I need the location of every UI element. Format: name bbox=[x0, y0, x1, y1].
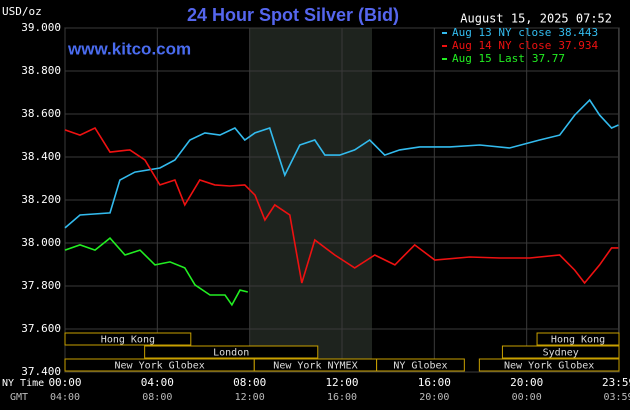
y-tick-label: 38.200 bbox=[21, 193, 61, 206]
x-tick-label: 20:00 bbox=[510, 376, 543, 389]
legend-value: 37.77 bbox=[532, 52, 565, 65]
y-tick-label: 37.400 bbox=[21, 365, 61, 378]
x2-tick-label: 03:59 bbox=[603, 392, 630, 403]
y-tick-label: 38.800 bbox=[21, 64, 61, 77]
legend-name: Aug 13 NY close bbox=[452, 26, 551, 39]
legend-label: Aug 15 Last 37.77 bbox=[452, 52, 565, 65]
timestamp: August 15, 2025 07:52 bbox=[460, 12, 612, 26]
y-tick-label: 39.000 bbox=[21, 21, 61, 34]
series-line bbox=[64, 237, 248, 307]
session-label: NY Globex bbox=[393, 361, 447, 372]
session-label: London bbox=[213, 348, 249, 359]
session-label: Hong Kong bbox=[101, 335, 155, 346]
x-tick-label: 00:00 bbox=[48, 376, 81, 389]
legend-swatch bbox=[442, 58, 447, 60]
legend-label: Aug 14 NY close 37.934 bbox=[452, 39, 598, 52]
x2-tick-label: 00:00 bbox=[512, 392, 542, 403]
session-bar bbox=[144, 345, 319, 359]
site-label: www.kitco.com bbox=[67, 39, 191, 58]
legend-value: 38.443 bbox=[558, 26, 598, 39]
x2-tick-label: 16:00 bbox=[327, 392, 357, 403]
legend-swatch bbox=[442, 45, 447, 47]
x2-axis-label: GMT bbox=[10, 392, 28, 403]
x2-tick-label: 04:00 bbox=[50, 392, 80, 403]
y-tick-label: 38.000 bbox=[21, 236, 61, 249]
session-label: New York NYMEX bbox=[273, 361, 357, 372]
y-tick-label: 37.800 bbox=[21, 279, 61, 292]
x-tick-label: 12:00 bbox=[325, 376, 358, 389]
legend-name: Aug 15 Last bbox=[452, 52, 525, 65]
x2-tick-label: 08:00 bbox=[142, 392, 172, 403]
x-tick-label: 16:00 bbox=[418, 376, 451, 389]
y-tick-label: 38.400 bbox=[21, 150, 61, 163]
series-line bbox=[64, 98, 619, 229]
x-tick-label: 04:00 bbox=[141, 376, 174, 389]
legend-swatch bbox=[442, 32, 447, 34]
session-bar bbox=[376, 358, 465, 372]
session-bar bbox=[536, 332, 620, 346]
session-label: New York Globex bbox=[504, 361, 594, 372]
y-tick-label: 38.600 bbox=[21, 107, 61, 120]
chart-title: 24 Hour Spot Silver (Bid) bbox=[187, 5, 399, 25]
legend-value: 37.934 bbox=[558, 39, 598, 52]
x-axis-label: NY Time bbox=[2, 378, 44, 389]
session-bar bbox=[478, 358, 620, 372]
session-label: New York Globex bbox=[114, 361, 204, 372]
session-bar bbox=[64, 332, 192, 346]
x2-tick-label: 20:00 bbox=[419, 392, 449, 403]
session-label: Hong Kong bbox=[551, 335, 605, 346]
x2-tick-label: 12:00 bbox=[235, 392, 265, 403]
session-bar bbox=[501, 345, 620, 359]
legend-label: Aug 13 NY close 38.443 bbox=[452, 26, 598, 39]
x-tick-label: 23:59 bbox=[602, 376, 630, 389]
x-tick-label: 08:00 bbox=[233, 376, 266, 389]
series-line bbox=[64, 126, 619, 285]
y-tick-label: 37.600 bbox=[21, 322, 61, 335]
session-label: Sydney bbox=[543, 348, 579, 359]
y-axis-label: USD/oz bbox=[2, 5, 42, 18]
legend-name: Aug 14 NY close bbox=[452, 39, 551, 52]
